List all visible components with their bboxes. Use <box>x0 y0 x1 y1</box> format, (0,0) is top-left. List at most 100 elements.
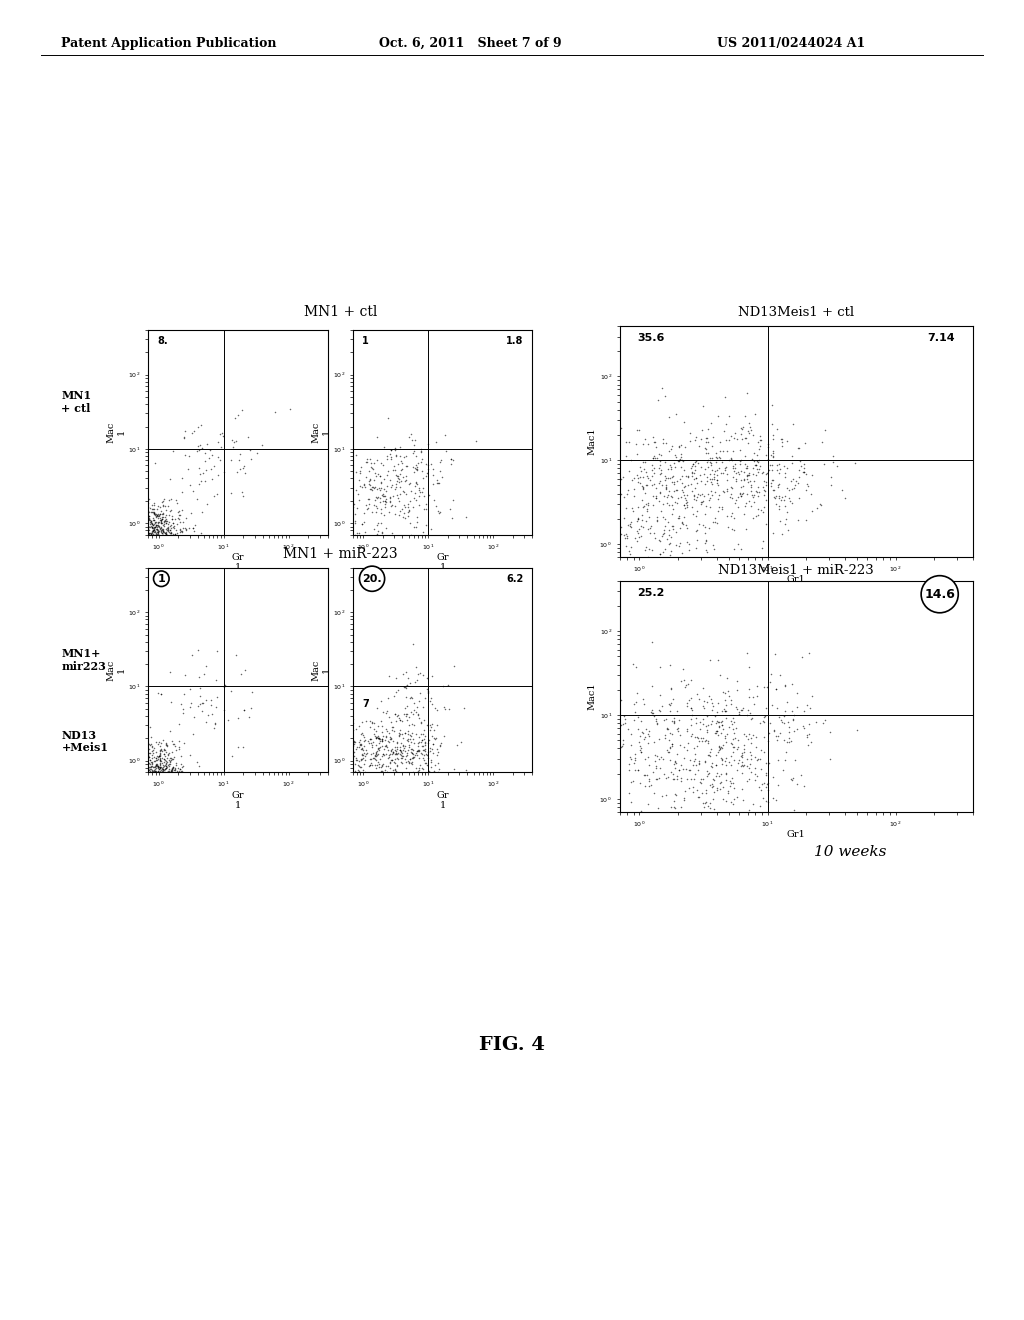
Point <box>660 767 677 788</box>
Point <box>180 517 197 539</box>
Point <box>160 755 176 776</box>
Point <box>170 508 186 529</box>
Point <box>143 535 160 556</box>
Point <box>750 484 766 506</box>
Point <box>398 766 415 787</box>
Point <box>146 772 163 793</box>
Point <box>794 647 810 668</box>
X-axis label: Gr1: Gr1 <box>786 576 806 585</box>
Point <box>160 760 176 781</box>
Point <box>662 741 678 762</box>
Point <box>155 766 171 787</box>
Point <box>141 750 158 771</box>
Point <box>348 498 365 519</box>
Point <box>145 764 162 785</box>
Point <box>337 747 353 768</box>
Point <box>601 510 617 531</box>
Point <box>714 714 730 735</box>
Point <box>424 714 440 735</box>
Point <box>637 451 653 473</box>
Point <box>648 487 665 508</box>
Point <box>647 755 664 776</box>
Point <box>736 462 753 483</box>
Point <box>624 470 640 491</box>
Point <box>135 756 152 777</box>
Point <box>153 763 169 784</box>
Point <box>365 731 381 752</box>
Point <box>733 700 750 721</box>
Point <box>131 504 147 525</box>
Point <box>648 510 665 531</box>
Point <box>381 706 397 727</box>
Point <box>717 458 733 479</box>
Point <box>168 532 184 553</box>
Point <box>726 737 742 758</box>
Point <box>131 515 147 536</box>
Point <box>131 764 147 785</box>
Point <box>752 748 768 770</box>
Point <box>778 731 795 752</box>
Point <box>627 760 643 781</box>
Point <box>593 492 609 513</box>
Point <box>157 535 173 556</box>
Point <box>416 739 432 760</box>
Point <box>353 772 370 793</box>
Point <box>404 739 421 760</box>
Point <box>168 524 184 545</box>
Point <box>137 772 154 793</box>
Point <box>145 750 162 771</box>
Point <box>384 750 400 771</box>
Point <box>139 535 156 556</box>
Point <box>131 495 147 516</box>
Point <box>136 754 153 775</box>
Point <box>738 457 755 478</box>
Point <box>377 484 393 506</box>
Point <box>733 744 750 766</box>
Point <box>362 469 379 490</box>
Point <box>135 752 152 774</box>
Point <box>593 678 609 700</box>
Point <box>686 455 702 477</box>
Point <box>417 725 433 746</box>
Point <box>131 535 147 556</box>
Point <box>131 524 147 545</box>
Point <box>403 713 420 734</box>
Point <box>685 503 701 524</box>
Point <box>141 766 158 787</box>
Point <box>342 763 358 784</box>
Point <box>735 697 752 718</box>
Point <box>150 770 166 791</box>
Point <box>153 756 169 777</box>
Point <box>374 729 390 750</box>
Point <box>131 755 147 776</box>
Point <box>139 760 156 781</box>
Point <box>383 477 399 498</box>
Point <box>721 751 737 772</box>
Point <box>131 772 147 793</box>
Point <box>644 495 660 516</box>
Point <box>435 726 452 747</box>
Point <box>154 519 170 540</box>
Point <box>147 764 164 785</box>
Point <box>131 519 147 540</box>
Point <box>785 705 802 726</box>
Point <box>131 516 147 537</box>
Point <box>133 772 150 793</box>
Point <box>139 756 156 777</box>
Point <box>599 748 615 770</box>
Point <box>150 521 166 543</box>
Point <box>774 524 791 545</box>
Point <box>142 535 159 556</box>
Point <box>136 532 153 553</box>
Point <box>131 508 147 529</box>
Point <box>352 734 369 755</box>
Point <box>164 760 180 781</box>
Point <box>724 503 740 524</box>
Point <box>154 772 170 793</box>
Point <box>140 772 157 793</box>
Point <box>152 766 168 787</box>
Point <box>428 496 444 517</box>
Point <box>336 741 352 762</box>
Point <box>692 494 709 515</box>
Point <box>701 742 718 763</box>
